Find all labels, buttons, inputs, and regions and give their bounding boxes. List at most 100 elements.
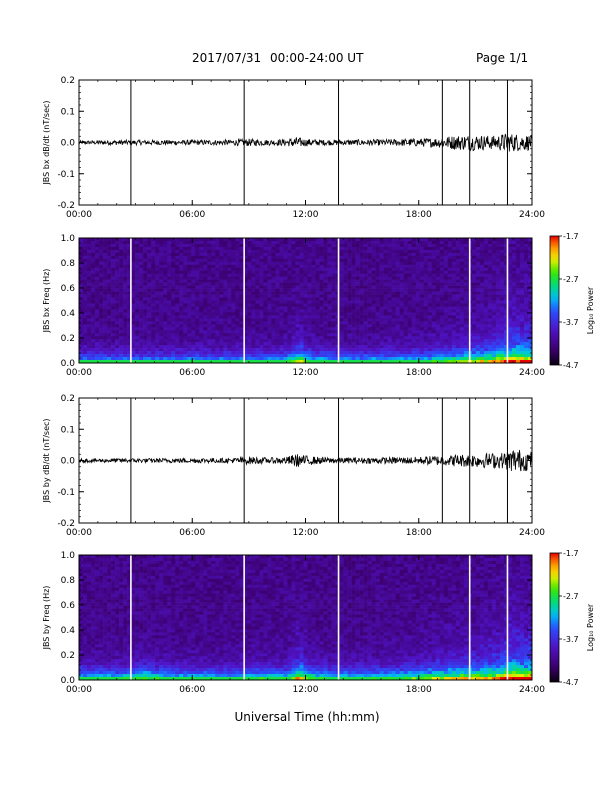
bx-freq-cell (327, 339, 332, 343)
bx-freq-cell (371, 360, 376, 364)
bx-freq-cell (375, 276, 380, 280)
bx-freq-cell (119, 288, 124, 292)
bx-freq-cell (111, 330, 116, 334)
bx-freq-cell (435, 279, 441, 283)
bx-freq-cell (443, 354, 449, 358)
bx-freq-cell (447, 348, 453, 352)
bx-freq-cell (435, 321, 441, 325)
bx-freq-cell (503, 261, 509, 266)
bx-freq-cell (315, 339, 320, 343)
bx-freq-cell (479, 264, 485, 269)
bx-freq-cell (323, 249, 328, 254)
bx-freq-cell (275, 264, 280, 269)
bx-freq-cell (79, 342, 84, 346)
bx-freq-cell (443, 342, 449, 346)
bx-freq-cell (131, 351, 136, 355)
bx-freq-cell (271, 252, 276, 257)
bx-freq-cell (119, 258, 124, 263)
bx-freq-cell (147, 288, 152, 292)
bx-freq-cell (215, 243, 220, 248)
bx-freq-cell (287, 297, 292, 301)
bx-freq-cell (379, 303, 384, 307)
bx-freq-cell (167, 282, 172, 286)
bx-freq-cell (79, 264, 84, 269)
bx-freq-cell (487, 238, 493, 242)
bx-freq-cell (311, 318, 316, 322)
bx-freq-cell (419, 255, 425, 260)
bx-freq-cell (387, 312, 392, 316)
bx-freq-cell (463, 291, 469, 295)
bx-freq-cell (347, 270, 352, 275)
bx-freq-cell (387, 303, 392, 307)
bx-freq-cell (279, 279, 284, 283)
bx-freq-cell (367, 357, 372, 361)
bx-freq-cell (167, 252, 172, 257)
bx-freq-cell (279, 348, 284, 352)
bx-freq-cell (215, 288, 220, 292)
bx-freq-cell (319, 318, 324, 322)
bx-freq-cell (243, 288, 248, 292)
bx-freq-cell (411, 282, 417, 286)
bx-freq-cell (443, 273, 449, 277)
bx-freq-cell (127, 249, 132, 254)
bx-freq-cell (383, 354, 388, 358)
bx-freq-cell (195, 303, 200, 307)
bx-freq-cell (323, 318, 328, 322)
bx-freq-cell (87, 276, 92, 280)
bx-freq-cell (271, 327, 276, 331)
bx-freq-cell (363, 315, 368, 319)
bx-freq-cell (443, 360, 449, 364)
bx-freq-cell (347, 330, 352, 334)
bx-freq-cell (491, 282, 497, 286)
bx-freq-cell (335, 243, 340, 248)
bx-freq-cell (91, 297, 96, 301)
bx-freq-cell (131, 354, 136, 358)
bx-freq-cell (163, 300, 168, 304)
bx-freq-cell (355, 327, 360, 331)
bx-freq-cell (523, 336, 529, 340)
bx-freq-cell (491, 264, 497, 269)
bx-freq-cell (323, 345, 328, 349)
bx-freq-cell (419, 246, 425, 251)
bx-freq-cell (271, 312, 276, 316)
bx-freq-cell (379, 282, 384, 286)
bx-freq-cell (179, 288, 184, 292)
bx-freq-cell (139, 249, 144, 254)
bx-freq-cell (235, 312, 240, 316)
bx-freq-cell (163, 252, 168, 257)
bx-freq-cell (91, 357, 96, 361)
bx-freq-cell (187, 327, 192, 331)
bx-freq-cell (455, 336, 461, 340)
bx-freq-cell (187, 246, 192, 251)
bx-freq-cell (427, 261, 433, 266)
bx-freq-cell (267, 354, 272, 358)
bx-freq-cell (131, 285, 136, 289)
bx-freq-cell (207, 246, 212, 251)
bx-freq-cell (499, 297, 505, 301)
bx-freq-cell (303, 336, 308, 340)
bx-freq-cell (191, 267, 196, 272)
bx-freq-cell (367, 279, 372, 283)
bx-freq-cell (159, 249, 164, 254)
bx-freq-cell (251, 252, 256, 257)
bx-freq-cell (331, 336, 336, 340)
bx-freq-cell (303, 351, 308, 355)
bx-freq-cell (495, 238, 501, 242)
bx-freq-cell (231, 357, 236, 361)
bx-freq-cell (135, 324, 140, 328)
bx-freq-cell (507, 285, 513, 289)
bx-freq-cell (271, 285, 276, 289)
bx-freq-cell (135, 282, 140, 286)
bx-freq-cell (475, 273, 481, 277)
bx-freq-cell (479, 282, 485, 286)
bx-freq-cell (359, 357, 364, 361)
bx-freq-cell (319, 327, 324, 331)
bx-freq-cell (183, 243, 188, 248)
bx-freq-cell (255, 252, 260, 257)
bx-freq-cell (155, 354, 160, 358)
bx-freq-cell (167, 342, 172, 346)
bx-freq-cell (503, 285, 509, 289)
bx-freq-cell (287, 330, 292, 334)
bx-freq-cell (155, 339, 160, 343)
bx-freq-cell (215, 339, 220, 343)
